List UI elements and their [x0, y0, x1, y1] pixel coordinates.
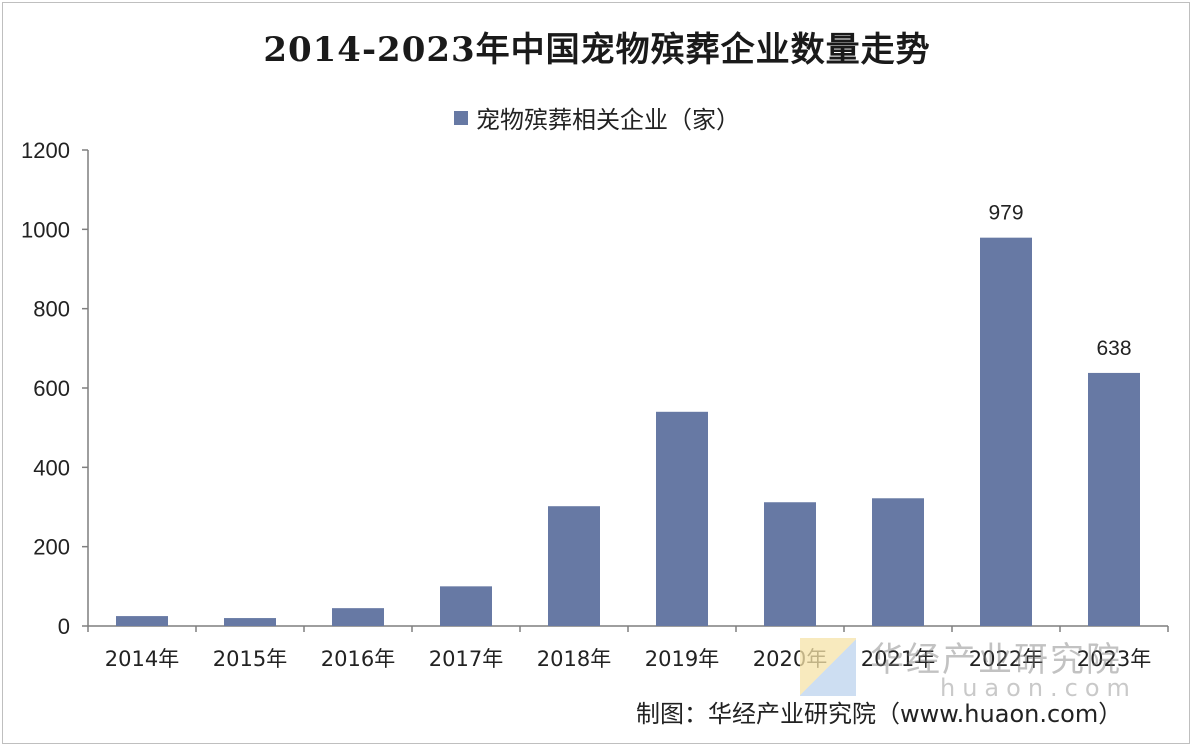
y-tick-label: 400	[33, 455, 70, 480]
bar	[116, 616, 168, 626]
bar	[440, 586, 492, 626]
legend-swatch	[454, 110, 468, 125]
watermark: 华经产业研究院 huaon.com	[800, 632, 1160, 702]
watermark-name: 华经产业研究院	[870, 640, 1122, 680]
bar	[332, 608, 384, 626]
x-tick-label: 2018年	[537, 647, 611, 671]
bar	[980, 237, 1032, 626]
watermark-url: huaon.com	[940, 674, 1137, 702]
x-tick-label: 2021年	[861, 647, 935, 671]
x-tick-label: 2022年	[969, 647, 1043, 671]
y-tick-label: 0	[58, 614, 70, 639]
bar	[656, 411, 708, 626]
source-note: 制图：华经产业研究院（www.huaon.com）	[636, 700, 1123, 728]
y-tick-label: 1000	[21, 217, 70, 242]
x-tick-label: 2015年	[213, 647, 287, 671]
bar	[872, 498, 924, 626]
x-tick-label: 2014年	[105, 647, 179, 671]
y-tick-label: 600	[33, 376, 70, 401]
y-tick-label: 800	[33, 297, 70, 322]
chart-title: 2014-2023年中国宠物殡葬企业数量走势	[263, 30, 931, 70]
y-tick-label: 1200	[21, 138, 70, 163]
data-label: 638	[1096, 337, 1131, 360]
x-tick-label: 2016年	[321, 647, 395, 671]
legend-label: 宠物殡葬相关企业（家）	[476, 106, 740, 134]
x-tick-label: 2017年	[429, 647, 503, 671]
watermark-logo-icon	[800, 638, 856, 696]
x-tick-label: 2023年	[1077, 647, 1151, 671]
bar	[224, 618, 276, 626]
bar	[1088, 372, 1140, 626]
data-label: 979	[988, 202, 1023, 225]
x-tick-label: 2019年	[645, 647, 719, 671]
chart-legend: 宠物殡葬相关企业（家）	[0, 100, 1194, 135]
y-tick-label: 200	[33, 535, 70, 560]
bar	[548, 506, 600, 626]
bar	[764, 502, 816, 626]
